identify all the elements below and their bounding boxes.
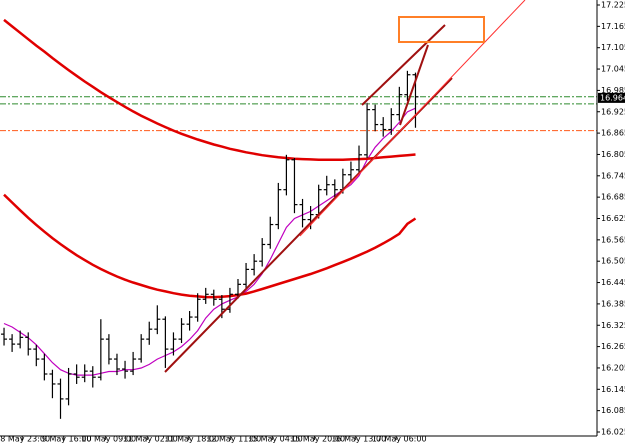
x-tick-label: 12 May 11:00 <box>206 435 261 444</box>
x-tick-label: 17 May 06:00 <box>372 435 427 444</box>
y-tick-label: 16.505 <box>601 257 625 266</box>
y-tick-label: 17.225 <box>601 1 625 10</box>
trendline <box>299 0 526 237</box>
trendline <box>399 44 429 126</box>
plot-area <box>0 18 597 419</box>
y-tick-label: 16.205 <box>601 363 625 372</box>
x-tick-label: 15 May 04:00 <box>248 435 303 444</box>
y-tick-label: 16.925 <box>601 107 625 116</box>
trendline <box>361 24 446 106</box>
x-tick-label: 8 May 23:00 <box>0 435 50 444</box>
x-tick-label: 9 May 16:00 <box>42 435 92 444</box>
moving-average <box>3 18 416 162</box>
y-tick-label: 17.105 <box>601 43 625 52</box>
y-tick-label: 17.165 <box>601 22 625 31</box>
price-label-box <box>598 92 625 103</box>
y-tick-label: 16.145 <box>601 385 625 394</box>
y-tick-label: 17.045 <box>601 65 625 74</box>
y-tick-label: 16.565 <box>601 235 625 244</box>
y-tick-label: 16.805 <box>601 150 625 159</box>
y-tick-label: 16.685 <box>601 193 625 202</box>
y-tick-label: 16.745 <box>601 171 625 180</box>
x-tick-label: 11 May 18:00 <box>164 435 219 444</box>
y-tick-label: 16.865 <box>601 129 625 138</box>
y-tick-label: 16.385 <box>601 299 625 308</box>
y-tick-label: 16.445 <box>601 278 625 287</box>
y-tick-label: 16.085 <box>601 406 625 415</box>
target-box <box>398 16 485 43</box>
x-tick-label: 16 May 13:00 <box>331 435 386 444</box>
price-label: 16.964 <box>600 93 625 102</box>
y-tick-label: 16.625 <box>601 214 625 223</box>
x-tick-label: 15 May 20:00 <box>290 435 345 444</box>
x-tick-label: 10 May 09:00 <box>81 435 136 444</box>
y-tick-label: 16.265 <box>601 342 625 351</box>
moving-average <box>3 193 417 299</box>
y-tick-label: 16.985 <box>601 86 625 95</box>
y-tick-label: 16.325 <box>601 321 625 330</box>
y-tick-label: 16.025 <box>601 428 625 437</box>
x-tick-label: 11 May 02:00 <box>123 435 178 444</box>
